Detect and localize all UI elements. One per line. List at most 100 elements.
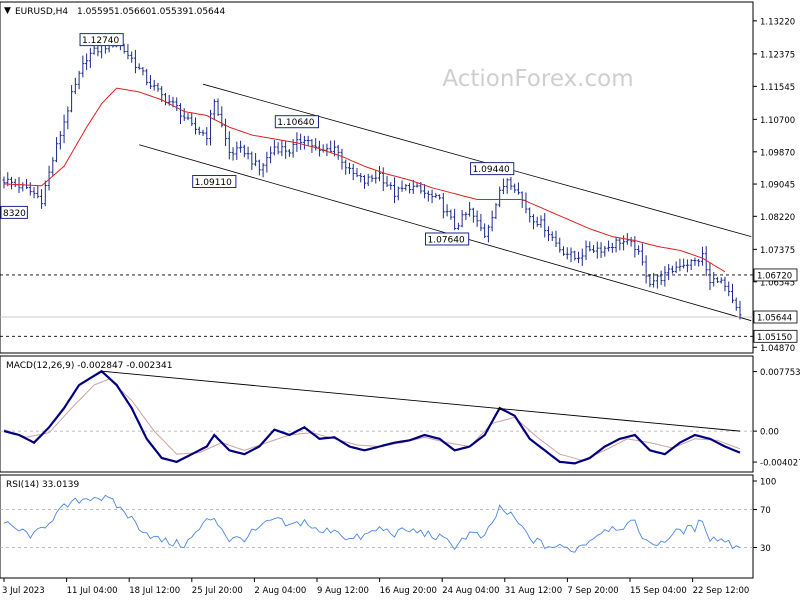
x-axis: 3 Jul 2023 11 Jul 04:00 18 Jul 12:00 25 Jul… <box>2 578 749 596</box>
price-y-tick-label: 1.09870 <box>760 148 795 158</box>
price-bar <box>554 230 558 248</box>
price-bar <box>133 49 137 74</box>
price-bar <box>10 176 14 190</box>
price-bar <box>622 235 626 251</box>
price-annotation-box <box>79 33 124 47</box>
price-bar <box>378 165 382 182</box>
level-price-tag: 1.06720 <box>753 268 798 281</box>
price-annotation-box <box>0 205 28 219</box>
symbol-label: EURUSD,H4 <box>15 7 68 17</box>
price-bar <box>239 140 243 153</box>
price-bar <box>584 240 588 261</box>
x-tick-label: 3 Jul 2023 <box>2 586 45 596</box>
price-y-tick-label: 1.09045 <box>760 181 795 191</box>
price-annotation-box <box>470 162 515 176</box>
level-price-tag-text: 1.06720 <box>757 271 792 281</box>
price-bar <box>302 135 306 150</box>
price-bar <box>36 185 40 199</box>
price-bar <box>220 106 224 128</box>
price-bar <box>148 75 152 90</box>
price-panel-frame <box>0 1 754 354</box>
price-bar <box>242 144 246 158</box>
moving-average-line <box>3 87 726 273</box>
macd-panel-frame <box>0 355 754 473</box>
price-bar <box>194 117 198 135</box>
price-bar <box>400 180 404 192</box>
macd-signal-line <box>3 378 741 461</box>
macd-panel: MACD(12,26,9) -0.002847 -0.002341 <box>0 355 754 473</box>
price-bar <box>314 138 318 151</box>
price-bar <box>494 203 498 219</box>
macd-y-tick-label: 0.007753 <box>760 368 800 378</box>
last-price-tag-box <box>753 310 798 324</box>
price-bar <box>126 43 130 60</box>
x-tick-label: 2 Aug 04:00 <box>254 586 306 596</box>
price-bar <box>738 300 742 320</box>
price-bar <box>32 186 36 199</box>
price-bar <box>539 215 543 228</box>
price-bar <box>261 162 265 178</box>
price-bar <box>727 281 731 297</box>
price-bar <box>565 247 569 260</box>
price-y-tick-label: 1.13220 <box>760 17 795 27</box>
price-bar <box>607 240 611 252</box>
last-price-tag-text: 1.05644 <box>757 314 792 324</box>
x-tick-label: 9 Aug 12:00 <box>317 586 369 596</box>
price-bars <box>2 37 742 320</box>
price-bar <box>652 272 656 288</box>
price-bar <box>306 135 310 147</box>
price-annotation-text: 8320 <box>3 209 26 219</box>
price-annotations: 1.12740 1.10640 1.09110 1.09440 1.07640 8320 <box>0 33 515 246</box>
price-bar <box>423 184 427 199</box>
price-bar <box>577 251 581 264</box>
macd-y-tick-label: 0.00 <box>760 428 779 438</box>
price-bar <box>670 265 674 274</box>
price-bar <box>610 242 614 253</box>
price-bar <box>441 192 445 219</box>
price-bar <box>719 277 723 284</box>
price-annotation-text: 1.09440 <box>473 165 510 175</box>
price-bar <box>280 140 284 157</box>
price-levels <box>0 274 753 337</box>
channel-upper-line <box>202 83 752 238</box>
x-tick-label: 15 Sep 04:00 <box>630 586 687 596</box>
price-annotation: 8320 <box>0 205 28 219</box>
price-bar <box>156 82 160 92</box>
price-bar <box>51 157 55 176</box>
price-bar <box>254 152 258 167</box>
price-bar <box>250 151 254 170</box>
price-bar <box>475 210 479 227</box>
price-bar <box>486 224 490 243</box>
price-bar <box>145 68 149 86</box>
price-bar <box>295 132 299 152</box>
price-bar <box>265 151 269 173</box>
price-bar <box>130 51 134 63</box>
price-bar <box>573 250 577 261</box>
price-bar <box>531 214 535 230</box>
price-bar <box>370 174 374 182</box>
price-bar <box>186 113 190 121</box>
price-bar <box>453 208 457 231</box>
price-bar <box>734 297 738 311</box>
x-tick-label: 31 Aug 12:00 <box>505 586 562 596</box>
rsi-y-tick-label: 100 <box>760 478 776 488</box>
price-annotation-box <box>192 175 237 189</box>
price-annotation-box <box>425 232 470 246</box>
price-bar <box>212 98 216 121</box>
price-bar <box>272 139 276 156</box>
price-bar <box>430 189 434 204</box>
price-bar <box>231 147 235 161</box>
x-tick-label: 18 Jul 12:00 <box>129 586 180 596</box>
price-bar <box>468 201 472 217</box>
dropdown-arrow-icon[interactable]: ▼ <box>4 6 11 16</box>
open-value: 1.05595 <box>77 7 114 17</box>
price-annotation-text: 1.07640 <box>428 235 465 245</box>
macd-title: MACD(12,26,9) -0.002847 -0.002341 <box>6 361 172 371</box>
price-bar <box>712 271 716 287</box>
rsi-lines <box>0 494 753 553</box>
level-price-tag-text: 1.05150 <box>757 333 792 343</box>
price-y-tick-label: 1.08220 <box>760 213 795 223</box>
price-bar <box>471 207 475 223</box>
price-bar <box>190 112 194 126</box>
price-bar <box>73 77 77 95</box>
